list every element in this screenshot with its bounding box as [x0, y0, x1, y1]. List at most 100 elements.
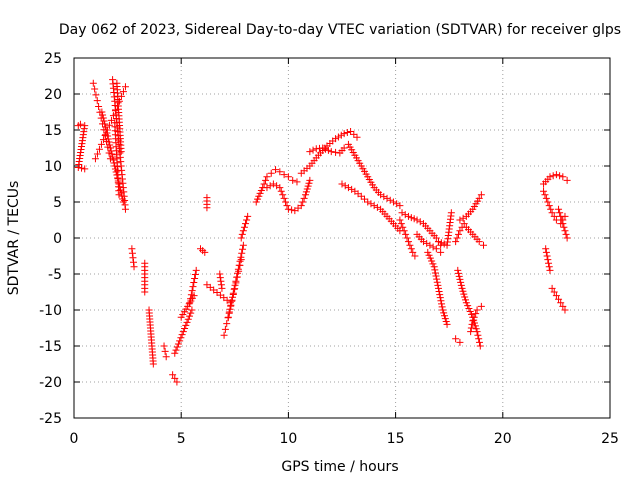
data-point	[558, 216, 566, 224]
data-point	[460, 220, 468, 228]
y-tick-label: 5	[53, 195, 62, 211]
data-point	[466, 307, 474, 315]
data-point	[434, 281, 442, 289]
data-point	[93, 150, 101, 158]
data-point	[545, 202, 553, 210]
data-point	[91, 155, 99, 163]
data-point	[141, 288, 149, 296]
data-point	[357, 192, 365, 200]
data-point	[377, 191, 385, 199]
data-point	[269, 180, 277, 188]
data-point	[472, 310, 480, 318]
data-point	[267, 169, 275, 177]
data-point	[189, 283, 197, 291]
data-point	[406, 241, 414, 249]
data-point	[234, 265, 242, 273]
data-point	[561, 227, 569, 235]
data-point	[233, 273, 241, 281]
data-point	[187, 295, 195, 303]
data-point	[340, 144, 348, 152]
data-point	[402, 230, 410, 238]
data-point	[161, 347, 169, 355]
data-point	[428, 257, 436, 265]
data-point	[546, 173, 554, 181]
data-point	[174, 340, 182, 348]
data-point	[78, 164, 86, 172]
data-point	[400, 227, 408, 235]
data-point	[332, 135, 340, 143]
data-point	[178, 331, 186, 339]
x-tick-label: 20	[494, 431, 512, 447]
data-point	[337, 131, 345, 139]
data-point	[438, 303, 446, 311]
data-point	[556, 172, 564, 180]
data-point	[217, 281, 225, 289]
data-point	[562, 230, 570, 238]
data-point	[426, 241, 434, 249]
y-tick-label: -5	[48, 267, 62, 283]
data-point	[89, 79, 97, 87]
data-point	[299, 198, 307, 206]
data-point	[128, 245, 136, 253]
data-point	[475, 338, 483, 346]
data-point	[473, 328, 481, 336]
data-point	[555, 295, 563, 303]
data-point	[437, 297, 445, 305]
data-point	[232, 277, 240, 285]
data-point	[413, 216, 421, 224]
data-point	[380, 193, 388, 201]
data-point	[367, 200, 375, 208]
data-point	[441, 315, 449, 323]
data-point	[548, 209, 556, 217]
data-point	[404, 238, 412, 246]
plot-frame	[73, 57, 611, 419]
data-point	[404, 212, 412, 220]
data-point	[93, 97, 101, 105]
data-point	[353, 133, 361, 141]
data-point	[243, 216, 251, 224]
data-point	[409, 248, 417, 256]
data-point	[81, 165, 89, 173]
data-point	[436, 294, 444, 302]
data-point	[182, 321, 190, 329]
data-point	[218, 284, 226, 292]
data-point	[343, 129, 351, 137]
data-point	[244, 212, 252, 220]
data-point	[559, 173, 567, 181]
data-point	[434, 238, 442, 246]
data-point	[474, 331, 482, 339]
data-point	[557, 299, 565, 307]
data-point	[396, 216, 404, 224]
data-point	[188, 306, 196, 314]
y-tick-label: 25	[44, 51, 62, 67]
data-point	[361, 195, 369, 203]
data-point	[263, 184, 271, 192]
data-point	[172, 346, 180, 354]
data-point	[119, 198, 127, 206]
data-point	[183, 318, 191, 326]
data-point	[177, 334, 185, 342]
data-point	[201, 248, 209, 256]
data-point	[373, 203, 381, 211]
data-point	[300, 194, 308, 202]
data-point	[401, 211, 409, 219]
data-point	[462, 299, 470, 307]
data-point	[477, 302, 485, 310]
data-point	[280, 171, 288, 179]
chart-title: Day 062 of 2023, Sidereal Day-to-day VTE…	[59, 22, 621, 38]
data-point	[171, 374, 179, 382]
y-tick-label: -15	[39, 339, 62, 355]
x-tick-label: 0	[70, 431, 79, 447]
data-point	[429, 243, 437, 251]
data-point	[475, 335, 483, 343]
data-point	[99, 114, 107, 122]
axis-ticks: 0 5 10 15 20 25 -25 -20 -15 -10 -5 0 5 10 15 20 25	[39, 51, 619, 447]
y-tick-label: 20	[44, 87, 62, 103]
data-point	[117, 148, 125, 156]
data-point	[435, 287, 443, 295]
data-point	[266, 182, 274, 190]
data-point	[550, 212, 558, 220]
data-point	[220, 331, 228, 339]
data-point	[304, 182, 312, 190]
data-point	[234, 269, 242, 277]
